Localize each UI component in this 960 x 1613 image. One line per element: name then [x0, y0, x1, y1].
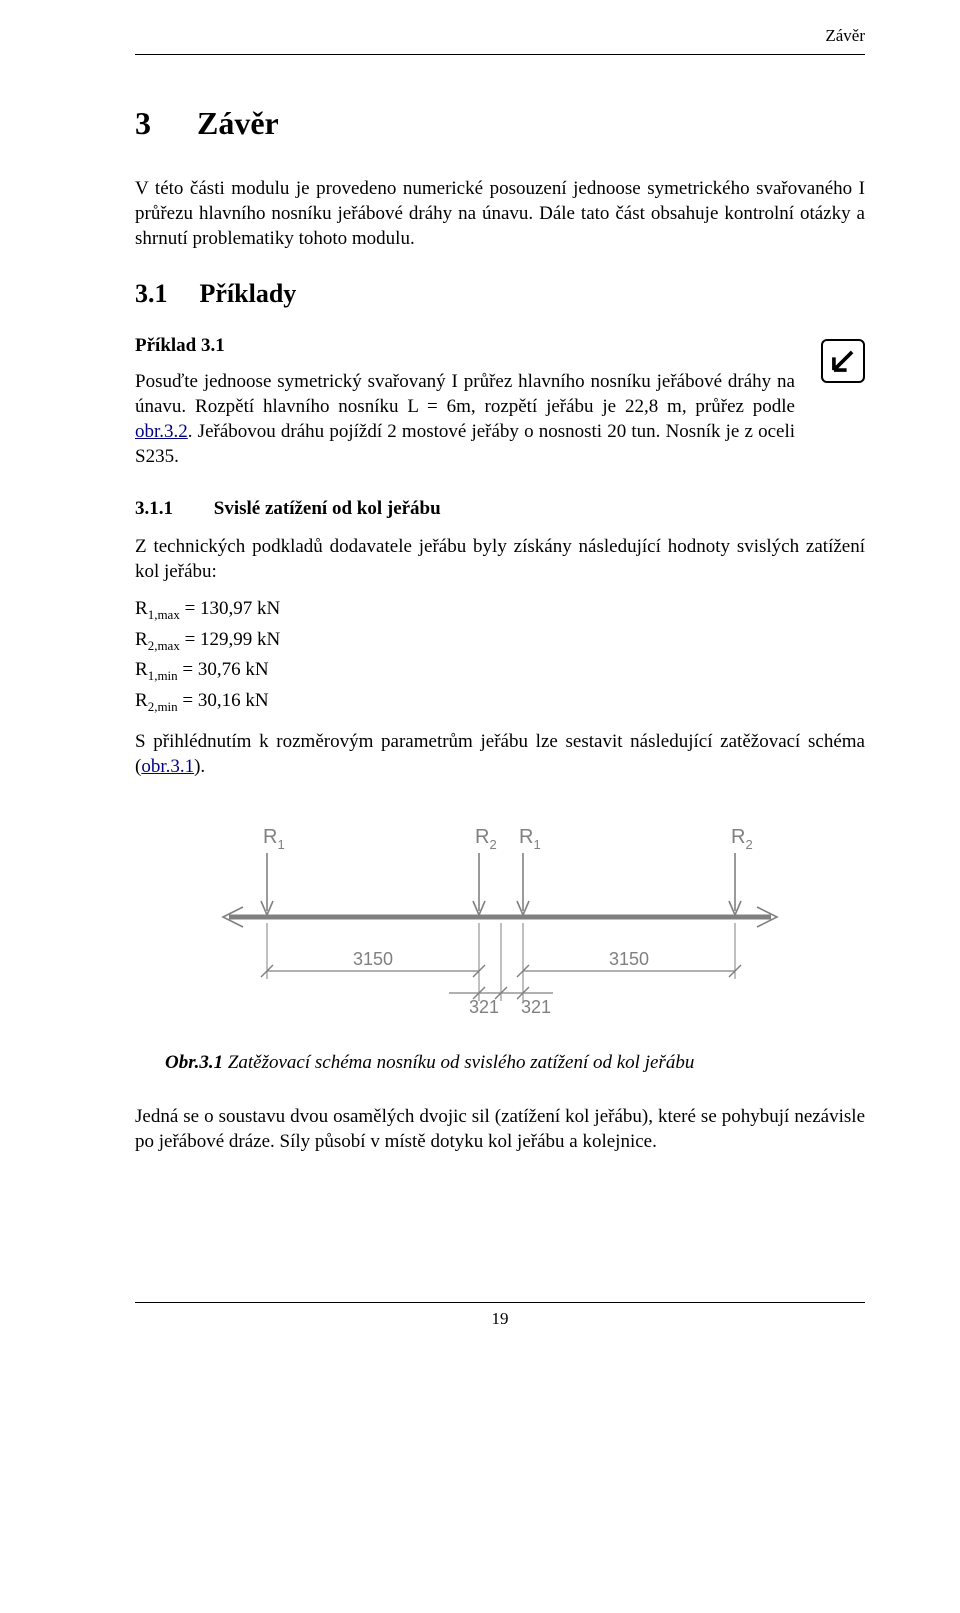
figure-load-scheme: R1 R2 R1 R2 3150 3150 321 321 [135, 809, 865, 1024]
subsection-intro: Z technických podkladů dodavatele jeřábu… [135, 534, 865, 584]
load-r2max: R2,max = 129,99 kN [135, 629, 865, 654]
intro-paragraph: V této části modulu je provedeno numeric… [135, 176, 865, 251]
after-loads-paragraph: S přihlédnutím k rozměrovým parametrům j… [135, 729, 865, 779]
subsection-heading: 3.1.1 Svislé zatížení od kol jeřábu [135, 498, 865, 520]
cross-ref-link-2[interactable]: obr.3.1 [141, 756, 194, 777]
subsection-number: 3.1.1 [135, 498, 209, 520]
after-loads-b: ). [194, 756, 205, 777]
footer-rule [135, 1302, 865, 1303]
section-number: 3.1 [135, 279, 193, 309]
svg-text:R1: R1 [519, 826, 541, 852]
figure-caption-text: Zatěžovací schéma nosníku od svislého za… [223, 1052, 694, 1073]
example-text-a: Posuďte jednoose symetrický svařovaný I … [135, 371, 795, 417]
example-body: Posuďte jednoose symetrický svařovaný I … [135, 369, 865, 469]
page: Závěr 3 Závěr V této části modulu je pro… [0, 0, 960, 1613]
subsection-title: Svislé zatížení od kol jeřábu [214, 498, 441, 519]
load-r1min: R1,min = 30,76 kN [135, 659, 865, 684]
load-r1max: R1,max = 130,97 kN [135, 598, 865, 623]
closing-paragraph: Jedná se o soustavu dvou osamělých dvoji… [135, 1104, 865, 1154]
running-header: Závěr [135, 26, 865, 46]
figure-caption-label: Obr.3.1 [165, 1052, 223, 1073]
svg-text:R2: R2 [475, 826, 497, 852]
example-block: Příklad 3.1 Posuďte jednoose symetrický … [135, 335, 865, 469]
load-list: R1,max = 130,97 kN R2,max = 129,99 kN R1… [135, 598, 865, 715]
load-r2min: R2,min = 30,16 kN [135, 690, 865, 715]
svg-text:321: 321 [469, 997, 499, 1017]
top-rule [135, 54, 865, 55]
example-arrow-icon [821, 339, 865, 383]
chapter-number: 3 [135, 105, 189, 142]
example-text-b: . Jeřábovou dráhu pojíždí 2 mostové jeřá… [135, 421, 795, 467]
section-title: Příklady [200, 279, 297, 308]
svg-text:R2: R2 [731, 826, 753, 852]
svg-text:3150: 3150 [353, 949, 393, 969]
svg-text:321: 321 [521, 997, 551, 1017]
example-heading: Příklad 3.1 [135, 335, 865, 357]
after-loads-a: S přihlédnutím k rozměrovým parametrům j… [135, 731, 865, 777]
spacer [135, 1182, 865, 1272]
chapter-title: Závěr [197, 105, 279, 141]
section-heading: 3.1 Příklady [135, 279, 865, 309]
cross-ref-link[interactable]: obr.3.2 [135, 421, 188, 442]
chapter-heading: 3 Závěr [135, 105, 865, 142]
page-number: 19 [135, 1309, 865, 1329]
figure-caption: Obr.3.1 Zatěžovací schéma nosníku od svi… [165, 1052, 865, 1074]
svg-text:R1: R1 [263, 826, 285, 852]
svg-text:3150: 3150 [609, 949, 649, 969]
